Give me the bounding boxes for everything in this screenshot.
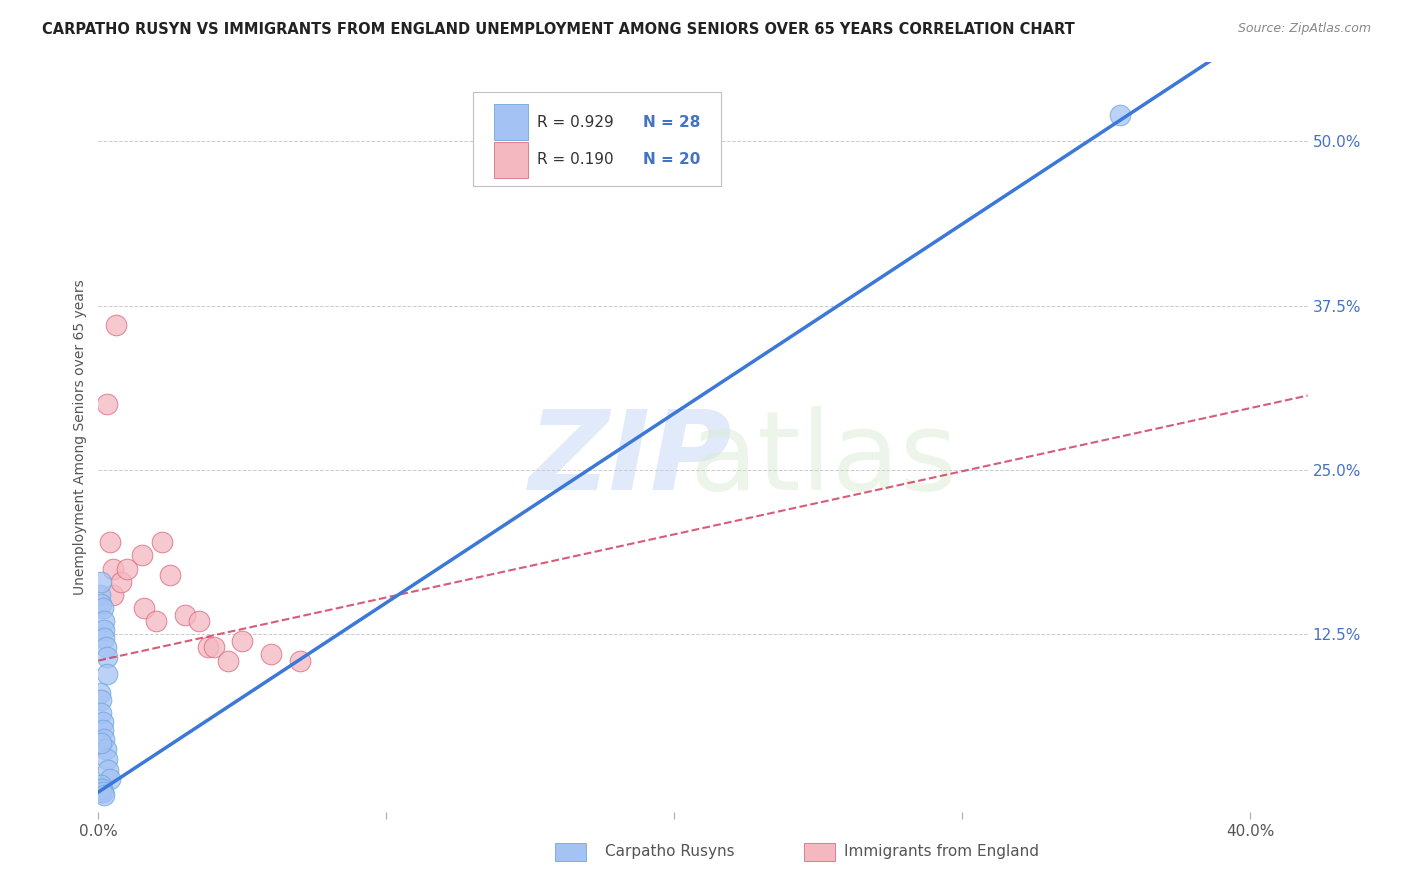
- Point: [90, 782, 112, 797]
- Text: Source: ZipAtlas.com: Source: ZipAtlas.com: [1237, 22, 1371, 36]
- Point: [131, 549, 153, 563]
- Point: [90, 706, 112, 720]
- Point: [150, 535, 173, 549]
- Point: [145, 614, 167, 628]
- Point: [202, 640, 225, 655]
- Point: [89, 588, 111, 602]
- Point: [90, 597, 112, 611]
- Point: [101, 588, 124, 602]
- Point: [90, 785, 112, 799]
- Text: CARPATHO RUSYN VS IMMIGRANTS FROM ENGLAND UNEMPLOYMENT AMONG SENIORS OVER 65 YEA: CARPATHO RUSYN VS IMMIGRANTS FROM ENGLAN…: [42, 22, 1076, 37]
- Point: [197, 640, 219, 655]
- Text: R = 0.929: R = 0.929: [537, 115, 614, 130]
- Point: [98, 535, 121, 549]
- Point: [90, 779, 112, 793]
- Bar: [494, 142, 527, 178]
- FancyBboxPatch shape: [474, 93, 721, 186]
- Point: [91, 715, 114, 730]
- Bar: [555, 843, 586, 861]
- Point: [96, 397, 118, 411]
- Text: ZIP: ZIP: [529, 406, 733, 513]
- Bar: [804, 843, 835, 861]
- Bar: [494, 104, 527, 140]
- Text: Carpatho Rusyns: Carpatho Rusyns: [605, 845, 734, 859]
- Text: N = 28: N = 28: [643, 115, 700, 130]
- Text: N = 20: N = 20: [643, 153, 700, 168]
- Point: [94, 640, 117, 655]
- Point: [1109, 108, 1132, 122]
- Point: [97, 763, 120, 777]
- Point: [93, 788, 115, 802]
- Point: [90, 574, 112, 589]
- Y-axis label: Unemployment Among Seniors over 65 years: Unemployment Among Seniors over 65 years: [73, 279, 87, 595]
- Point: [115, 561, 138, 575]
- Point: [90, 693, 112, 707]
- Point: [110, 574, 132, 589]
- Point: [93, 624, 115, 638]
- Point: [91, 601, 114, 615]
- Point: [288, 654, 311, 668]
- Point: [134, 601, 156, 615]
- Point: [91, 723, 114, 738]
- Point: [260, 647, 283, 661]
- Point: [96, 666, 118, 681]
- Point: [93, 732, 115, 747]
- Point: [89, 686, 111, 700]
- Point: [98, 772, 121, 786]
- Point: [91, 785, 114, 799]
- Point: [93, 631, 115, 645]
- Text: R = 0.190: R = 0.190: [537, 153, 614, 168]
- Point: [104, 318, 127, 333]
- Point: [89, 780, 111, 795]
- Point: [101, 561, 124, 575]
- Point: [96, 649, 118, 664]
- Point: [94, 741, 117, 756]
- Point: [231, 633, 253, 648]
- Point: [188, 614, 211, 628]
- Point: [173, 607, 195, 622]
- Point: [217, 654, 239, 668]
- Point: [96, 752, 118, 766]
- Point: [159, 568, 181, 582]
- Point: [93, 614, 115, 628]
- Point: [90, 736, 112, 750]
- Text: Immigrants from England: Immigrants from England: [844, 845, 1039, 859]
- Text: atlas: atlas: [690, 406, 957, 513]
